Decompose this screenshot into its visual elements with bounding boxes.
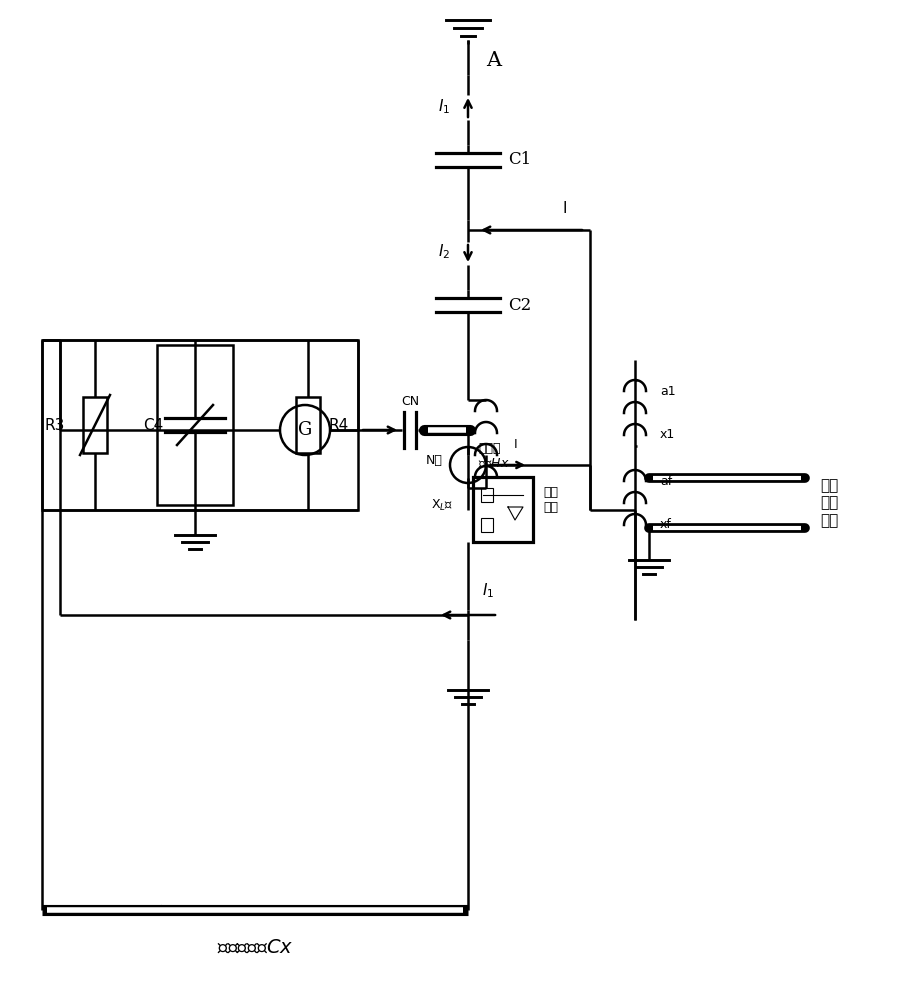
Text: xf: xf [660,518,672,531]
Text: I: I [563,201,567,216]
Text: C4: C4 [143,418,163,432]
Text: X$_L$端: X$_L$端 [431,497,453,513]
Bar [83,397,107,453]
Text: G: G [298,421,312,439]
Bar [481,518,493,532]
Text: I: I [514,438,518,451]
Bar [42,340,358,510]
Text: CN: CN [401,395,419,408]
Text: af: af [660,475,672,488]
Text: x1: x1 [660,428,675,441]
Text: 高压测
量线$Hx$: 高压测 量线$Hx$ [478,442,510,470]
Text: $I_1$: $I_1$ [482,581,494,600]
Bar [157,345,233,505]
Text: A: A [486,50,501,70]
Text: $I_1$: $I_1$ [438,98,450,116]
Text: C2: C2 [508,296,531,314]
Text: 仪器测量线$Cx$: 仪器测量线$Cx$ [217,938,293,957]
Text: $I_2$: $I_2$ [438,243,450,261]
Text: N端: N端 [426,454,443,466]
Text: C1: C1 [508,151,531,168]
Text: 实验
电压
输入: 实验 电压 输入 [820,478,838,528]
Text: R3: R3 [45,418,65,432]
Text: 放大
电路: 放大 电路 [543,486,558,514]
Bar [473,477,533,542]
Bar [481,488,493,502]
Text: R4: R4 [328,418,348,432]
Text: a1: a1 [660,385,676,398]
Bar [296,397,320,453]
